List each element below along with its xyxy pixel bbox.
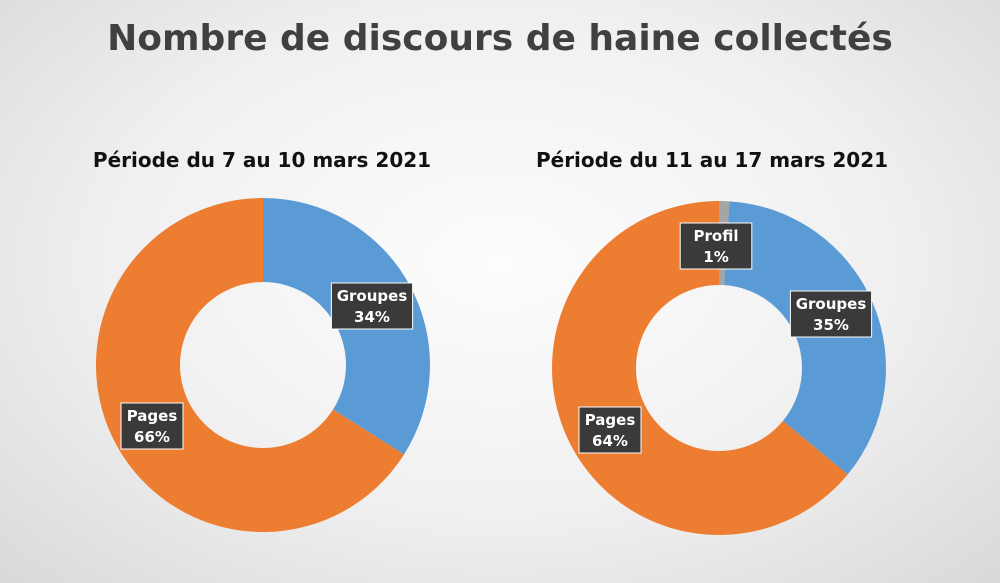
data-label-pages: Pages 66%: [120, 402, 184, 450]
data-label-profil: Profil 1%: [679, 222, 753, 270]
data-label-groupes: Groupes 35%: [789, 290, 873, 338]
data-label-category: Pages: [127, 407, 178, 425]
data-label-groupes: Groupes 34%: [330, 282, 414, 330]
chart-title-1: Période du 7 au 10 mars 2021: [92, 148, 432, 172]
data-label-percent: 66%: [134, 428, 170, 446]
data-label-pages: Pages 64%: [578, 406, 642, 454]
data-label-category: Pages: [585, 411, 636, 429]
chart-title-2: Période du 11 au 17 mars 2021: [535, 148, 889, 172]
data-label-percent: 1%: [703, 248, 728, 266]
data-label-percent: 34%: [354, 308, 390, 326]
data-label-category: Profil: [694, 227, 739, 245]
slice-groupes: [724, 201, 887, 475]
main-title: Nombre de discours de haine collectés: [107, 18, 893, 59]
data-label-percent: 35%: [813, 316, 849, 334]
data-label-percent: 64%: [592, 432, 628, 450]
data-label-category: Groupes: [796, 295, 867, 313]
data-label-category: Groupes: [337, 287, 408, 305]
